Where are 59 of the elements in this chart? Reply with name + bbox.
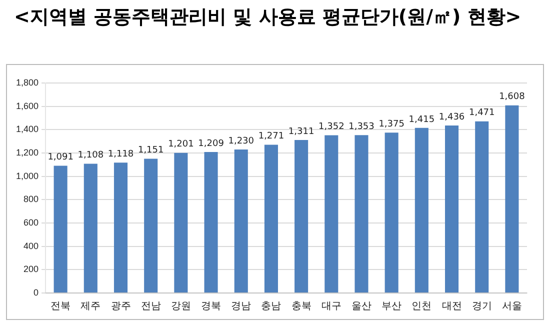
bar <box>264 144 278 292</box>
bar <box>414 128 428 292</box>
y-tick-label: 1,200 <box>16 147 39 158</box>
bar <box>204 152 218 292</box>
bar <box>174 152 188 292</box>
y-tick-label: 1,800 <box>16 77 39 88</box>
y-tick-label: 1,000 <box>16 170 39 181</box>
data-label: 1,230 <box>228 136 254 146</box>
data-label: 1,415 <box>408 114 435 125</box>
chart-title: <지역별 공동주택관리비 및 사용료 평균단가(원/㎡) 현황> <box>14 5 522 30</box>
data-label: 1,201 <box>168 140 194 150</box>
data-label: 1,118 <box>108 149 134 160</box>
x-tick-label: 인천 <box>412 300 432 312</box>
y-tick-label: 800 <box>23 194 39 204</box>
x-tick-label: 울산 <box>351 300 372 312</box>
x-tick-label: 광주 <box>110 300 131 312</box>
data-label: 1,209 <box>198 138 224 149</box>
x-tick-label: 충북 <box>291 300 312 312</box>
bar <box>294 140 308 292</box>
bar <box>54 166 68 292</box>
bar <box>114 162 128 292</box>
data-label: 1,471 <box>468 108 495 118</box>
bar <box>354 135 368 292</box>
data-label: 1,436 <box>438 112 465 122</box>
x-tick-label: 전남 <box>140 300 161 312</box>
x-tick-label: 제주 <box>80 300 101 312</box>
bar <box>505 105 519 292</box>
x-tick-label: 경남 <box>231 300 252 312</box>
data-label: 1,271 <box>258 132 284 142</box>
x-tick-label: 충남 <box>261 300 282 312</box>
x-tick-label: 부산 <box>382 300 402 312</box>
bar <box>475 121 489 292</box>
y-tick-label: 200 <box>23 264 39 274</box>
data-label: 1,352 <box>318 122 344 132</box>
x-tick-label: 경북 <box>201 300 222 312</box>
bar <box>234 150 248 292</box>
data-label: 1,375 <box>378 119 404 130</box>
x-tick-label: 강원 <box>170 300 191 312</box>
x-tick-label: 전북 <box>50 300 71 312</box>
bar <box>445 125 459 292</box>
bar <box>324 135 338 292</box>
data-label: 1,108 <box>78 150 104 161</box>
bar <box>384 132 398 292</box>
bar <box>144 158 158 292</box>
x-tick-label: 경기 <box>472 300 492 312</box>
data-label: 1,091 <box>48 152 74 163</box>
bar <box>84 164 98 292</box>
y-tick-label: 1,600 <box>16 100 39 111</box>
y-tick-label: 1,400 <box>16 124 39 134</box>
y-tick-label: 0 <box>34 287 39 298</box>
x-tick-label: 대구 <box>321 300 342 312</box>
data-label: 1,151 <box>138 146 164 156</box>
data-label: 1,353 <box>348 122 374 132</box>
x-tick-label: 서울 <box>502 300 522 312</box>
y-tick-label: 400 <box>23 240 39 251</box>
x-tick-label: 대전 <box>442 300 462 312</box>
data-label: 1,311 <box>288 126 314 137</box>
y-tick-label: 600 <box>23 217 39 228</box>
data-label: 1,608 <box>499 92 526 102</box>
